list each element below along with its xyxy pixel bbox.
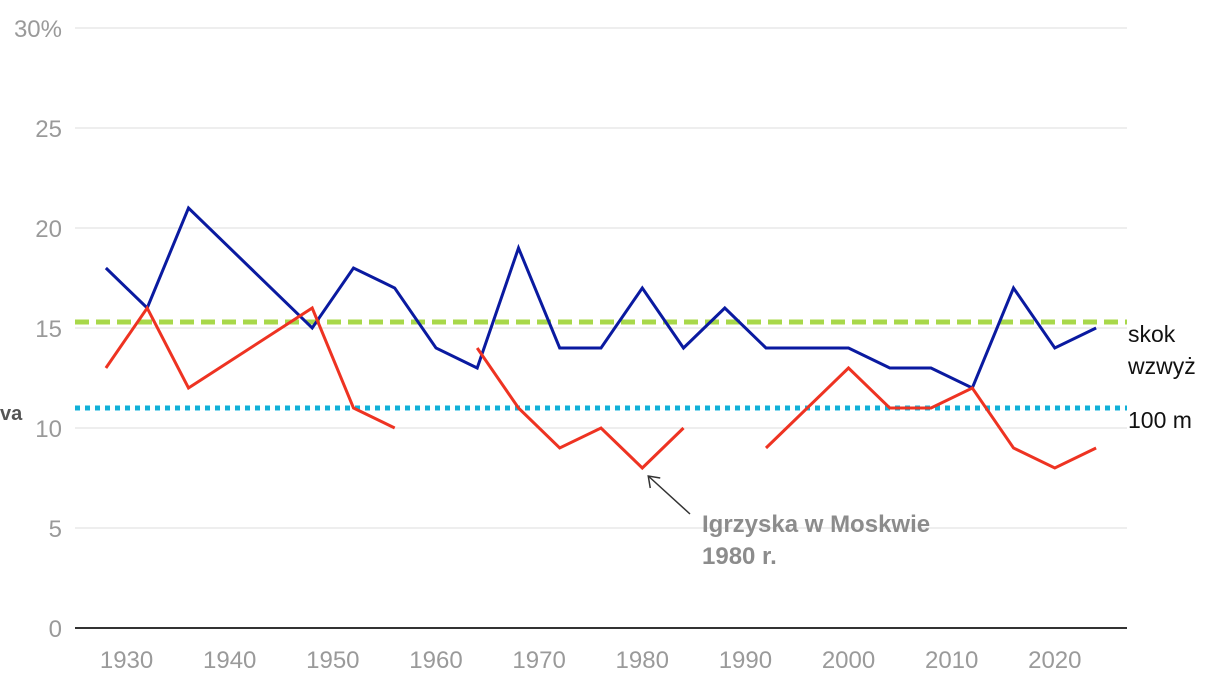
reference-lines	[75, 319, 1127, 411]
y-tick-label: 20	[35, 216, 62, 243]
y-axis-ticks: 0 5 10 15 20 25 30%	[14, 16, 62, 643]
y-tick-label: 0	[49, 616, 62, 643]
y-tick-label: 15	[35, 316, 62, 343]
x-tick-label: 2020	[1028, 647, 1081, 674]
annotation-text: Igrzyska w Moskwie	[702, 511, 930, 538]
reference-label-line: 100 m	[1128, 407, 1192, 433]
x-tick-label: 1980	[616, 647, 669, 674]
x-axis: 1930 1940 1950 1960 1970 1980 1990 2000 2010 2020	[75, 627, 1127, 674]
series-lines	[104, 205, 1097, 471]
y-tick-label: 25	[35, 116, 62, 143]
reference-label-line: wzwyż	[1127, 353, 1196, 379]
x-tick-label: 1930	[100, 647, 153, 674]
reference-label-line: skok	[1128, 321, 1176, 347]
y-tick-label: 5	[49, 516, 62, 543]
annotation-text: 1980 r.	[702, 543, 777, 570]
x-tick-label: 1970	[512, 647, 565, 674]
y-tick-label: 10	[35, 416, 62, 443]
annotation: Igrzyska w Moskwie 1980 r.	[647, 475, 930, 570]
x-tick-label: 1950	[306, 647, 359, 674]
reference-label-cyan: 100 m	[1128, 407, 1192, 433]
grid-lines	[75, 27, 1127, 529]
x-tick-label: 1960	[409, 647, 462, 674]
series-line-red	[475, 347, 685, 471]
series-line-blue	[104, 205, 1097, 391]
series-line-red	[104, 305, 396, 430]
reference-label-green: skok wzwyż	[1127, 321, 1196, 379]
y-tick-label: 30%	[14, 16, 62, 43]
x-tick-label: 1990	[719, 647, 772, 674]
x-tick-label: 1940	[203, 647, 256, 674]
reference-labels: skok wzwyż 100 m	[1127, 321, 1196, 433]
annotation-arrow-line	[647, 475, 691, 515]
clipped-edge-label: va	[0, 403, 23, 425]
x-tick-label: 2010	[925, 647, 978, 674]
annotation-arrowhead	[647, 475, 661, 489]
series-line-red	[764, 365, 1097, 470]
x-tick-label: 2000	[822, 647, 875, 674]
